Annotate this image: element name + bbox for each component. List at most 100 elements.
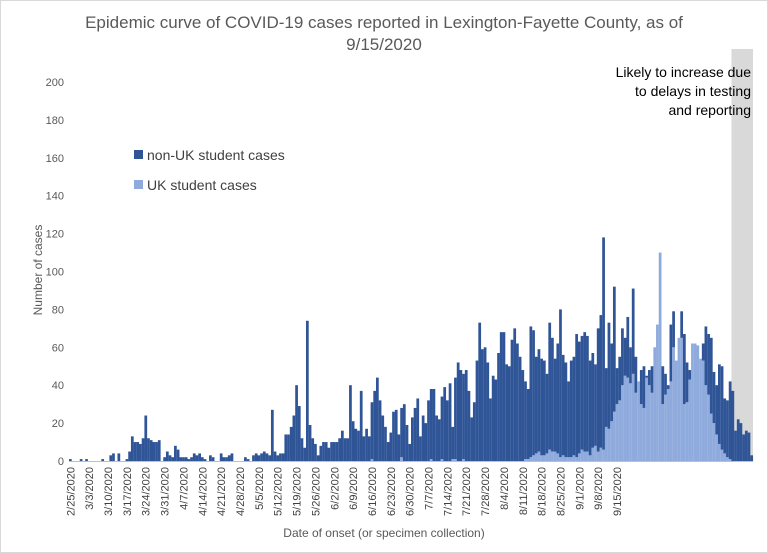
bar-non-uk-student bbox=[529, 326, 533, 458]
bar-non-uk-student bbox=[534, 356, 538, 454]
bar-non-uk-student bbox=[184, 457, 188, 461]
bar-non-uk-student bbox=[717, 364, 721, 444]
bar-non-uk-student bbox=[330, 442, 333, 461]
bar-non-uk-student bbox=[203, 459, 207, 461]
x-tick-label: 6/9/2020 bbox=[348, 467, 360, 510]
y-tick-label: 60 bbox=[52, 342, 64, 354]
bar-non-uk-student bbox=[130, 436, 134, 461]
bar-non-uk-student bbox=[540, 358, 544, 456]
bar-non-uk-student bbox=[182, 457, 185, 461]
bar-uk-student bbox=[553, 451, 557, 461]
x-tick-label: 6/23/2020 bbox=[386, 467, 398, 516]
x-axis-label: Date of onset (or specimen collection) bbox=[283, 526, 485, 540]
bar-uk-student bbox=[720, 449, 724, 461]
bar-non-uk-student bbox=[494, 379, 498, 461]
x-tick-label: 6/16/2020 bbox=[367, 467, 379, 516]
bar-non-uk-student bbox=[481, 349, 484, 461]
bar-non-uk-student bbox=[276, 455, 280, 461]
x-tick-label: 3/17/2020 bbox=[122, 467, 134, 516]
bar-non-uk-student bbox=[489, 398, 492, 461]
bar-uk-student bbox=[707, 394, 710, 461]
bar-non-uk-student bbox=[195, 455, 199, 461]
bar-non-uk-student bbox=[411, 417, 414, 461]
x-tick-label: 9/1/2020 bbox=[574, 467, 586, 510]
bar-non-uk-student bbox=[373, 390, 377, 461]
bar-non-uk-student bbox=[354, 428, 358, 461]
bar-uk-student bbox=[634, 392, 638, 461]
y-tick-label: 40 bbox=[52, 380, 64, 392]
bar-non-uk-student bbox=[626, 316, 630, 378]
bar-non-uk-student bbox=[405, 424, 409, 461]
incomplete-data-shading bbox=[731, 49, 753, 461]
bar-uk-student bbox=[610, 421, 614, 461]
x-tick-label: 4/14/2020 bbox=[197, 467, 209, 516]
bar-uk-student bbox=[653, 347, 657, 461]
bar-non-uk-student bbox=[165, 451, 169, 461]
bar-uk-student bbox=[583, 451, 587, 461]
bar-non-uk-student bbox=[704, 326, 708, 386]
bar-uk-student bbox=[607, 428, 611, 461]
bar-non-uk-student bbox=[553, 358, 557, 452]
bar-non-uk-student bbox=[117, 453, 121, 461]
bar-non-uk-student bbox=[85, 459, 88, 461]
bar-non-uk-student bbox=[621, 328, 624, 386]
bar-non-uk-student bbox=[227, 455, 231, 461]
bar-non-uk-student bbox=[136, 442, 140, 461]
bar-non-uk-student bbox=[133, 442, 137, 461]
bar-non-uk-student bbox=[583, 332, 587, 452]
bar-non-uk-student bbox=[279, 453, 282, 461]
x-tick-label: 6/30/2020 bbox=[405, 467, 417, 516]
bar-non-uk-student bbox=[144, 415, 148, 461]
bar-uk-student bbox=[551, 451, 554, 461]
bar-non-uk-student bbox=[586, 335, 589, 452]
bar-uk-student bbox=[696, 345, 700, 461]
bar-uk-student bbox=[658, 252, 662, 461]
bar-non-uk-student bbox=[440, 396, 444, 460]
bar-uk-student bbox=[723, 453, 727, 461]
bar-non-uk-student bbox=[335, 442, 339, 461]
bar-non-uk-student bbox=[575, 334, 579, 458]
bar-uk-student bbox=[534, 453, 538, 461]
legend-label-uk: UK student cases bbox=[147, 177, 257, 193]
bar-non-uk-student bbox=[365, 428, 368, 461]
bar-uk-student bbox=[666, 388, 670, 461]
bar-non-uk-student bbox=[618, 356, 622, 401]
bar-non-uk-student bbox=[551, 337, 554, 452]
bar-uk-student bbox=[548, 449, 552, 461]
bar-non-uk-student bbox=[265, 453, 269, 461]
bar-non-uk-student bbox=[491, 375, 495, 461]
bar-non-uk-student bbox=[155, 442, 158, 461]
bar-uk-student bbox=[577, 453, 581, 461]
bar-non-uk-student bbox=[483, 347, 487, 461]
bar-non-uk-student bbox=[451, 426, 455, 460]
bar-non-uk-student bbox=[561, 354, 565, 456]
bar-non-uk-student bbox=[314, 443, 317, 461]
bar-non-uk-student bbox=[645, 375, 649, 378]
bar-uk-student bbox=[370, 459, 374, 461]
bar-non-uk-student bbox=[149, 440, 153, 461]
bar-non-uk-student bbox=[427, 400, 430, 461]
bar-non-uk-student bbox=[615, 368, 619, 405]
bar-non-uk-student bbox=[612, 286, 616, 412]
bar-non-uk-student bbox=[707, 334, 710, 395]
bar-non-uk-student bbox=[305, 320, 309, 461]
x-tick-label: 5/26/2020 bbox=[310, 467, 322, 516]
bar-non-uk-student bbox=[327, 447, 331, 461]
bar-non-uk-student bbox=[537, 349, 541, 452]
bar-non-uk-student bbox=[456, 362, 460, 461]
bar-non-uk-student bbox=[715, 385, 719, 435]
bar-non-uk-student bbox=[505, 364, 508, 461]
bar-non-uk-student bbox=[152, 442, 156, 461]
bar-uk-student bbox=[462, 459, 465, 461]
legend-item-non-uk: non-UK student cases bbox=[134, 147, 285, 163]
bar-non-uk-student bbox=[610, 343, 614, 422]
bar-non-uk-student bbox=[650, 366, 654, 393]
bar-non-uk-student bbox=[187, 459, 191, 461]
x-tick-label: 3/24/2020 bbox=[141, 467, 153, 516]
bar-non-uk-student bbox=[475, 360, 479, 461]
bar-non-uk-student bbox=[168, 455, 172, 461]
bar-uk-student bbox=[588, 455, 592, 461]
bar-uk-student bbox=[400, 457, 403, 461]
bar-non-uk-student bbox=[631, 288, 635, 374]
